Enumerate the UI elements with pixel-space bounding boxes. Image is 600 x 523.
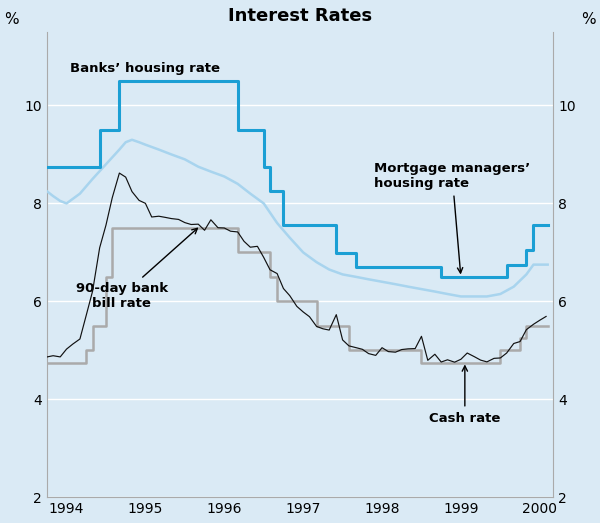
Text: 90-day bank
bill rate: 90-day bank bill rate [76,229,197,310]
Title: Interest Rates: Interest Rates [228,7,372,25]
Text: Mortgage managers’
housing rate: Mortgage managers’ housing rate [374,163,530,273]
Text: Cash rate: Cash rate [429,366,500,425]
Text: %: % [4,13,19,27]
Text: %: % [581,13,596,27]
Text: Banks’ housing rate: Banks’ housing rate [70,62,220,75]
